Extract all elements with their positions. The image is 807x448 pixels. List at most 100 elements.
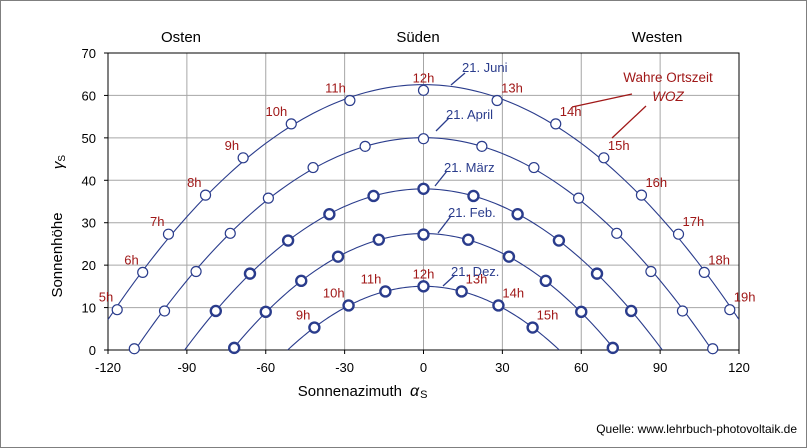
data-point — [344, 94, 356, 107]
hour-label: 8h — [187, 175, 201, 190]
hour-label: 14h — [502, 285, 524, 300]
hour-label: 16h — [645, 175, 667, 190]
hour-label: 7h — [150, 214, 164, 229]
data-point — [323, 208, 336, 221]
hour-label: 17h — [683, 214, 705, 229]
hour-label: 11h — [325, 81, 346, 96]
date-labels: 21. Juni 21. April 21. März 21. Feb. 21. Dez… — [444, 60, 508, 279]
data-point — [455, 285, 468, 298]
y-tick-label: 50 — [82, 131, 96, 146]
date-label: 21. Juni — [462, 60, 508, 75]
data-point — [698, 266, 710, 278]
y-tick-label: 20 — [82, 258, 96, 273]
data-point — [262, 192, 274, 204]
hour-label: 9h — [296, 308, 310, 323]
hour-label: 5h — [99, 290, 113, 305]
data-point — [491, 94, 503, 107]
data-point — [342, 299, 355, 312]
woz-label-line1: Wahre Ortszeit — [623, 70, 713, 85]
data-point — [162, 228, 175, 240]
y-axis-symbol: γS — [50, 155, 68, 170]
data-point — [467, 189, 480, 203]
direction-east: Osten — [161, 29, 201, 46]
data-point — [308, 321, 321, 334]
data-point — [137, 266, 149, 278]
data-point — [552, 234, 566, 247]
data-point — [539, 274, 552, 288]
data-point — [331, 250, 345, 263]
y-tick-label: 10 — [82, 301, 96, 316]
y-tick-label: 0 — [89, 343, 96, 358]
source-credit: Quelle: www.lehrbuch-photovoltaik.de — [596, 422, 797, 436]
data-point — [158, 305, 171, 317]
data-point — [224, 227, 236, 239]
hour-label: 19h — [734, 290, 756, 305]
date-label-leader — [450, 72, 466, 86]
y-tick-label: 40 — [82, 173, 96, 188]
hour-label: 15h — [608, 138, 630, 153]
hour-labels: 5h 6h 7h 8h 9h 10h 11h 12h 13h 14h 15h 16h 17h 18h 19h… — [99, 70, 756, 322]
data-point — [526, 321, 539, 334]
hour-label: 13h — [501, 81, 523, 96]
date-label: 21. Feb. — [448, 205, 496, 220]
date-label-leader — [442, 274, 456, 287]
y-tick-label: 30 — [82, 216, 96, 231]
data-point — [307, 161, 319, 174]
data-point — [573, 192, 585, 204]
data-point — [285, 118, 297, 130]
hour-label: 14h — [560, 104, 582, 119]
series-curve — [107, 84, 740, 320]
hour-label: 6h — [124, 252, 138, 267]
date-label-leaders — [434, 72, 466, 287]
hour-label: 18h — [708, 252, 730, 267]
hour-label: 9h — [225, 138, 239, 153]
data-point — [190, 265, 202, 278]
direction-south: Süden — [396, 29, 439, 46]
date-label-leader — [435, 117, 450, 132]
data-point — [625, 304, 638, 318]
x-axis-symbol-sub: S — [420, 389, 427, 401]
data-point — [111, 304, 123, 316]
x-tick-label: 30 — [495, 360, 509, 375]
data-point — [707, 343, 719, 355]
y-tick-labels: 0 10 20 30 40 50 60 70 — [82, 46, 108, 358]
data-point — [676, 305, 689, 317]
y-axis-symbol-sub: S — [57, 155, 68, 162]
x-axis-symbol: αS — [410, 383, 427, 401]
y-tick-label: 60 — [82, 88, 96, 103]
date-label: 21. Dez. — [451, 264, 499, 279]
date-label-leader — [437, 215, 452, 234]
data-point — [417, 133, 430, 145]
hour-label: 13h — [466, 271, 488, 286]
data-point — [417, 228, 430, 241]
date-label: 21. April — [446, 107, 493, 122]
data-point — [379, 285, 392, 298]
hour-label: 10h — [266, 104, 288, 119]
data-point — [359, 140, 371, 152]
data-point — [281, 234, 295, 247]
data-point — [724, 304, 736, 316]
data-point — [550, 118, 562, 130]
date-label-leader — [434, 170, 448, 187]
y-tick-label: 70 — [82, 46, 96, 61]
data-point — [417, 84, 430, 96]
x-tick-label: -120 — [95, 360, 121, 375]
data-point — [372, 233, 386, 246]
data-point — [417, 280, 430, 293]
data-point — [635, 189, 648, 201]
x-tick-label: 0 — [420, 360, 427, 375]
x-tick-label: 90 — [653, 360, 667, 375]
data-point — [367, 189, 380, 203]
x-tick-labels: -120 -90 -60 -30 0 30 60 90 120 — [95, 350, 750, 375]
y-axis-symbol-gamma: γ — [50, 160, 67, 169]
x-axis-label: Sonnenazimuth — [298, 383, 402, 400]
data-point — [492, 299, 505, 312]
x-tick-label: 120 — [728, 360, 750, 375]
data-point — [128, 343, 140, 355]
data-point — [243, 267, 257, 280]
series-markers — [111, 84, 736, 355]
data-point — [590, 267, 604, 280]
hour-label: 15h — [537, 308, 559, 323]
